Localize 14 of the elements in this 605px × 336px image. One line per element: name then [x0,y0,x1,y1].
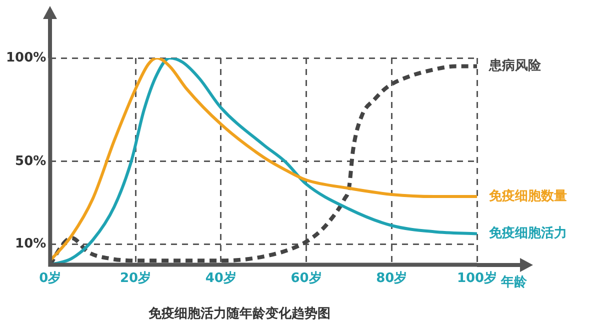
series-label: 免疫细胞数量 [488,188,567,204]
x-tick-label: 100岁 [456,270,498,286]
x-tick-label: 80岁 [376,270,408,286]
x-tick-label: 60岁 [290,270,322,286]
x-tick-label: 40岁 [205,270,236,286]
y-tick-label: 50% [15,154,46,169]
series-label: 免疫细胞活力 [488,225,567,242]
x-tick-label: 0岁 [39,270,62,286]
text: 免疫细胞活力随年龄变化趋势图 [148,306,330,322]
x-axis-title: 年龄 [500,275,528,290]
y-tick-label: 10% [15,236,46,252]
y-tick-label: 100% [6,50,46,66]
series-label: 患病风险 [488,58,542,74]
x-tick-label: 20岁 [120,270,152,286]
